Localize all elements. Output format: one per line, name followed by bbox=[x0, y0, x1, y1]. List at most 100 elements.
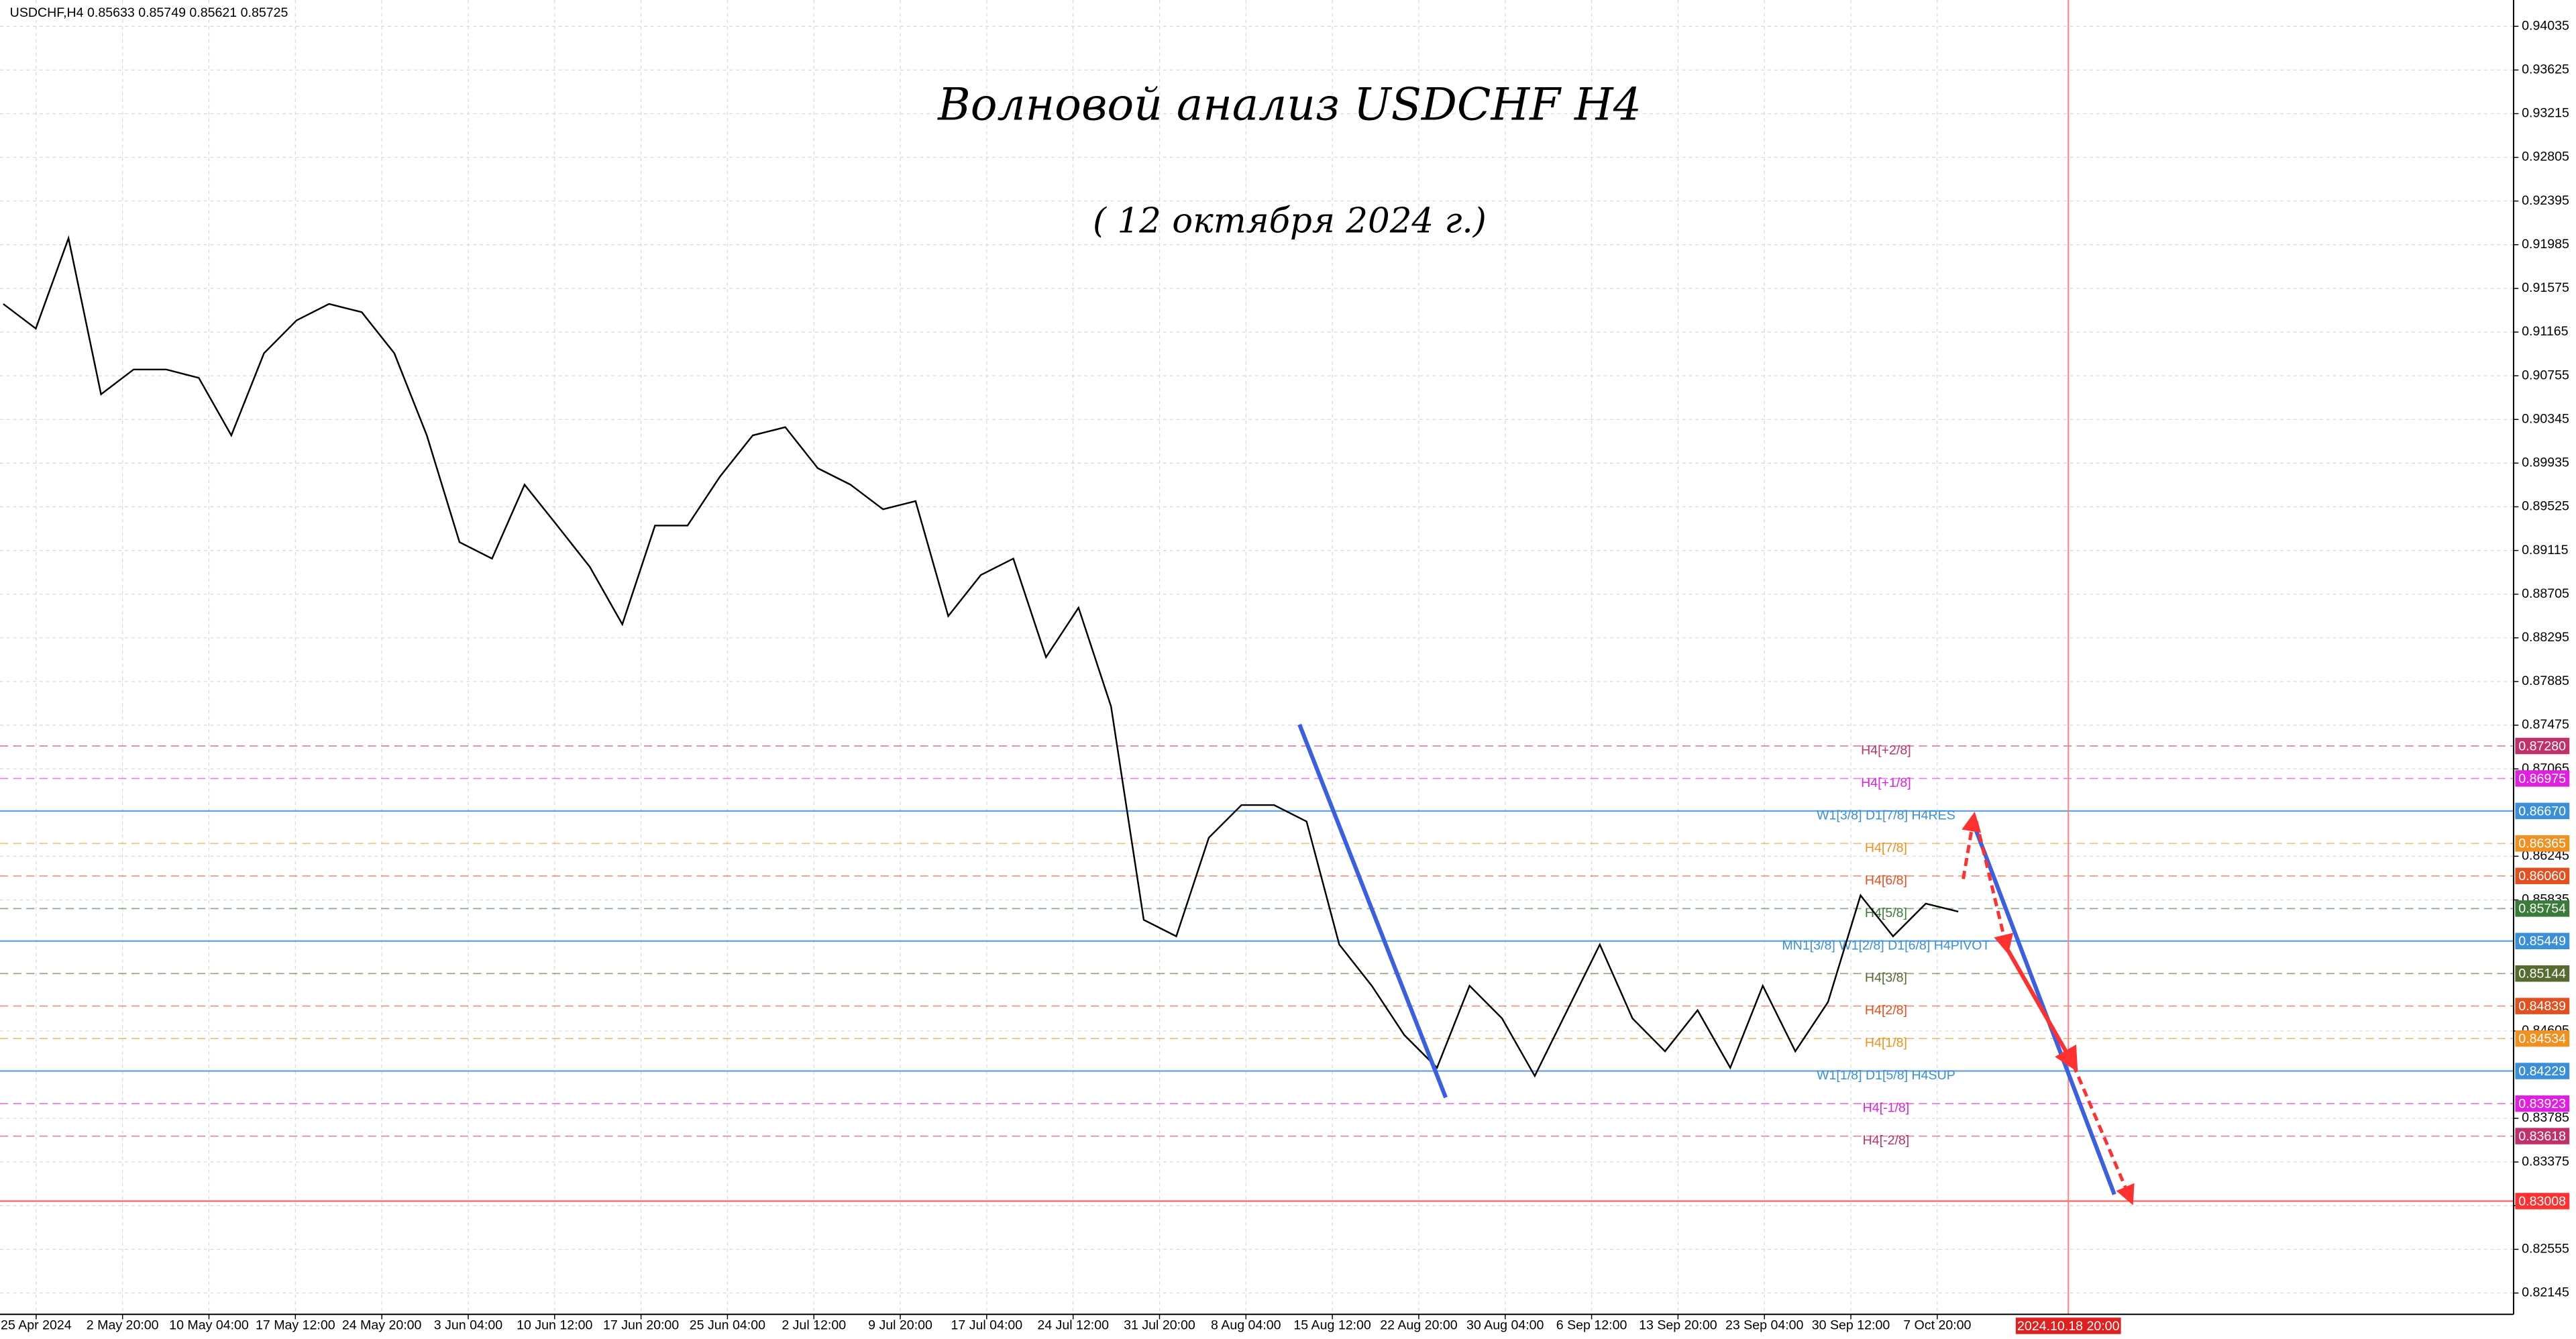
chart-header: USDCHF,H4 0.85633 0.85749 0.85621 0.8572… bbox=[10, 5, 288, 20]
cursor-time-label: 2024.10.18 20:00 bbox=[2017, 1319, 2120, 1334]
level-price-label: 0.86060 bbox=[2518, 869, 2566, 883]
level-price-label: 0.87280 bbox=[2518, 739, 2566, 753]
level-label: H4[5/8] bbox=[1865, 906, 1907, 920]
x-tick-label: 13 Sep 20:00 bbox=[1639, 1318, 1717, 1333]
level-price-label: 0.83923 bbox=[2518, 1097, 2566, 1112]
level-price-box bbox=[2515, 998, 2570, 1014]
y-tick-label: 0.92395 bbox=[2522, 193, 2569, 208]
x-tick-label: 9 Jul 20:00 bbox=[868, 1318, 932, 1333]
level-price-box bbox=[2515, 1193, 2570, 1210]
level-label: H4[+2/8] bbox=[1861, 743, 1911, 758]
level-price-box bbox=[2515, 737, 2570, 755]
y-tick-label: 0.93215 bbox=[2522, 106, 2569, 121]
chart-title: Волновой анализ USDCHF H4 bbox=[937, 79, 1642, 131]
y-tick-label: 0.88295 bbox=[2522, 630, 2569, 645]
level-price-label: 0.85754 bbox=[2518, 902, 2566, 916]
x-tick-label: 17 Jun 20:00 bbox=[603, 1318, 679, 1333]
axis-labels: 0.94035 0.93625 0.93215 0.92805 0.92395 0.919… bbox=[1, 18, 2570, 1333]
x-tick-label: 25 Apr 2024 bbox=[1, 1318, 72, 1333]
level-price-label: 0.86975 bbox=[2518, 771, 2566, 786]
level-label: H4[3/8] bbox=[1865, 971, 1907, 985]
x-tick-label: 17 May 12:00 bbox=[256, 1318, 335, 1333]
y-tick-label: 0.93625 bbox=[2522, 62, 2569, 77]
trend-line bbox=[1969, 817, 2116, 1195]
y-tick-label: 0.86245 bbox=[2522, 849, 2569, 863]
level-label: H4[+1/8] bbox=[1861, 775, 1911, 790]
y-tick-label: 0.88705 bbox=[2522, 586, 2569, 601]
forecast-arrow bbox=[2072, 1064, 2135, 1206]
level-label: H4[6/8] bbox=[1865, 873, 1907, 888]
x-tick-label: 2 Jul 12:00 bbox=[782, 1318, 846, 1333]
x-tick-label: 6 Sep 12:00 bbox=[1556, 1318, 1627, 1333]
y-tick-label: 0.90755 bbox=[2522, 368, 2569, 382]
x-tick-label: 23 Sep 04:00 bbox=[1725, 1318, 1804, 1333]
y-tick-label: 0.87885 bbox=[2522, 674, 2569, 688]
trend-line bbox=[1297, 723, 1448, 1099]
level-price-label: 0.84229 bbox=[2518, 1064, 2566, 1079]
x-tick-label: 8 Aug 04:00 bbox=[1211, 1318, 1281, 1333]
level-price-box bbox=[2515, 1063, 2570, 1079]
level-label: MN1[3/8] W1[2/8] D1[6/8] H4PIVOT bbox=[1782, 938, 1990, 953]
x-tick-label: 10 May 04:00 bbox=[169, 1318, 249, 1333]
level-price-box bbox=[2515, 965, 2570, 982]
y-tick-label: 0.91165 bbox=[2522, 324, 2568, 339]
forecast-arrow bbox=[1974, 820, 2014, 955]
y-tick-label: 0.83785 bbox=[2522, 1110, 2569, 1125]
level-price-label: 0.84534 bbox=[2518, 1031, 2566, 1046]
level-label: H4[-1/8] bbox=[1863, 1101, 1910, 1116]
price-line bbox=[3, 235, 1959, 1078]
level-price-label: 0.85449 bbox=[2518, 934, 2566, 949]
level-label: W1[1/8] D1[5/8] H4SUP bbox=[1817, 1068, 1955, 1083]
level-price-label: 0.84839 bbox=[2518, 999, 2566, 1014]
y-tick-label: 0.87475 bbox=[2522, 717, 2569, 732]
level-price-box bbox=[2515, 900, 2570, 917]
y-tick-label: 0.92805 bbox=[2522, 150, 2569, 164]
level-price-label: 0.83008 bbox=[2518, 1194, 2566, 1209]
level-price-box bbox=[2515, 1128, 2570, 1144]
levels: H4[+2/8] H4[+1/8] W1[3/8] D1[7/8] H4RES H4[… bbox=[0, 743, 2514, 1202]
x-tick-label: 7 Oct 20:00 bbox=[1903, 1318, 1971, 1333]
level-price-box bbox=[2515, 1095, 2570, 1112]
forecast-arrow bbox=[1962, 812, 1982, 879]
y-tick-label: 0.89115 bbox=[2522, 543, 2568, 557]
y-tick-label: 0.82555 bbox=[2522, 1242, 2569, 1256]
x-tick-label: 2 May 20:00 bbox=[87, 1318, 159, 1333]
level-price-label: 0.86670 bbox=[2518, 804, 2566, 818]
level-price-box bbox=[2515, 802, 2570, 820]
level-price-box bbox=[2515, 867, 2570, 884]
level-price-box bbox=[2515, 770, 2570, 787]
x-tick-label: 25 Jun 04:00 bbox=[690, 1318, 765, 1333]
level-label: H4[2/8] bbox=[1865, 1003, 1907, 1018]
level-price-box bbox=[2515, 1030, 2570, 1047]
y-tick-label: 0.89525 bbox=[2522, 499, 2569, 514]
y-tick-label: 0.91575 bbox=[2522, 280, 2569, 295]
x-tick-label: 30 Aug 04:00 bbox=[1466, 1318, 1544, 1333]
level-price-label: 0.85144 bbox=[2518, 967, 2566, 981]
level-label: H4[1/8] bbox=[1865, 1036, 1907, 1051]
level-price-label: 0.83618 bbox=[2518, 1129, 2566, 1144]
y-tick-label: 0.82145 bbox=[2522, 1285, 2569, 1300]
chart-subtitle: ( 12 октября 2024 г.) bbox=[1093, 201, 1487, 242]
x-tick-label: 30 Sep 12:00 bbox=[1812, 1318, 1890, 1333]
level-label: W1[3/8] D1[7/8] H4RES bbox=[1817, 808, 1955, 822]
y-tick-label: 0.90345 bbox=[2522, 411, 2569, 426]
y-tick-label: 0.94035 bbox=[2522, 18, 2569, 33]
y-tick-label: 0.91985 bbox=[2522, 237, 2569, 252]
x-tick-label: 3 Jun 04:00 bbox=[434, 1318, 502, 1333]
x-tick-label: 17 Jul 04:00 bbox=[951, 1318, 1023, 1333]
x-tick-label: 10 Jun 12:00 bbox=[517, 1318, 592, 1333]
x-tick-label: 24 Jul 12:00 bbox=[1037, 1318, 1109, 1333]
x-tick-label: 15 Aug 12:00 bbox=[1293, 1318, 1371, 1333]
level-label: H4[7/8] bbox=[1865, 841, 1907, 855]
y-tick-label: 0.89935 bbox=[2522, 456, 2569, 470]
x-tick-label: 31 Jul 20:00 bbox=[1124, 1318, 1195, 1333]
cursor-time-box bbox=[2015, 1318, 2121, 1334]
level-price-box bbox=[2515, 932, 2570, 950]
y-tick-label: 0.83375 bbox=[2522, 1154, 2569, 1169]
level-label: H4[-2/8] bbox=[1863, 1133, 1910, 1148]
x-tick-label: 22 Aug 20:00 bbox=[1380, 1318, 1458, 1333]
level-price-label: 0.86365 bbox=[2518, 837, 2566, 851]
